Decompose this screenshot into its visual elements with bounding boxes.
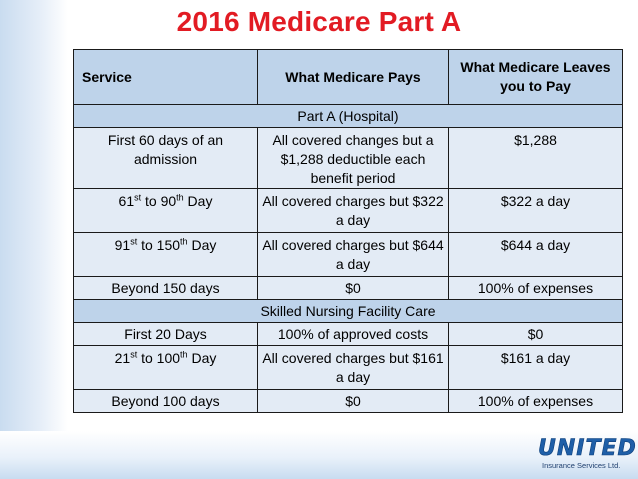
service-cell: 21st to 100th Day — [73, 345, 258, 390]
bottom-background-accent — [0, 431, 638, 479]
section-row: Skilled Nursing Facility Care — [73, 299, 623, 323]
service-cell: First 20 Days — [73, 322, 258, 346]
table-row: First 20 Days 100% of approved costs $0 — [73, 322, 623, 346]
table-row: 21st to 100th Day All covered charges bu… — [73, 345, 623, 390]
you-pay-cell: $322 a day — [448, 188, 623, 233]
table-row: 61st to 90th Day All covered charges but… — [73, 188, 623, 233]
you-pay-cell: 100% of expenses — [448, 389, 623, 413]
service-cell: Beyond 150 days — [73, 276, 258, 300]
service-cell: 61st to 90th Day — [73, 188, 258, 233]
section-title-skilled-nursing: Skilled Nursing Facility Care — [73, 299, 623, 323]
section-title-part-a: Part A (Hospital) — [73, 104, 623, 128]
you-pay-cell: $644 a day — [448, 232, 623, 277]
medicare-pays-cell: $0 — [257, 276, 449, 300]
medicare-pays-cell: $0 — [257, 389, 449, 413]
service-cell: Beyond 100 days — [73, 389, 258, 413]
header-what-medicare-pays: What Medicare Pays — [257, 49, 449, 105]
medicare-pays-cell: All covered charges but $161 a day — [257, 345, 449, 390]
medicare-pays-cell: All covered charges but $322 a day — [257, 188, 449, 233]
you-pay-cell: $1,288 — [448, 127, 623, 189]
you-pay-cell: 100% of expenses — [448, 276, 623, 300]
medicare-pays-cell: All covered charges but $644 a day — [257, 232, 449, 277]
medicare-table: Service What Medicare Pays What Medicare… — [73, 49, 623, 413]
header-service: Service — [73, 49, 258, 105]
table-row: Beyond 150 days $0 100% of expenses — [73, 276, 623, 300]
you-pay-cell: $0 — [448, 322, 623, 346]
header-what-medicare-leaves-you-to-pay: What Medicare Leaves you to Pay — [448, 49, 623, 105]
united-insurance-logo: UNITED Insurance Services Ltd. — [538, 436, 637, 472]
table-row: 91st to 150th Day All covered charges bu… — [73, 232, 623, 277]
table-header-row: Service What Medicare Pays What Medicare… — [73, 49, 623, 105]
left-background-accent — [0, 0, 68, 479]
you-pay-cell: $161 a day — [448, 345, 623, 390]
medicare-pays-cell: All covered changes but a $1,288 deducti… — [257, 127, 449, 189]
table-row: First 60 days of an admission All covere… — [73, 127, 623, 189]
service-cell: 91st to 150th Day — [73, 232, 258, 277]
logo-subtitle: Insurance Services Ltd. — [542, 461, 621, 470]
page-title: 2016 Medicare Part A — [176, 6, 462, 37]
medicare-pays-cell: 100% of approved costs — [257, 322, 449, 346]
service-cell: First 60 days of an admission — [73, 127, 258, 189]
section-row: Part A (Hospital) — [73, 104, 623, 128]
table-row: Beyond 100 days $0 100% of expenses — [73, 389, 623, 413]
logo-wordmark: UNITED — [538, 436, 637, 461]
